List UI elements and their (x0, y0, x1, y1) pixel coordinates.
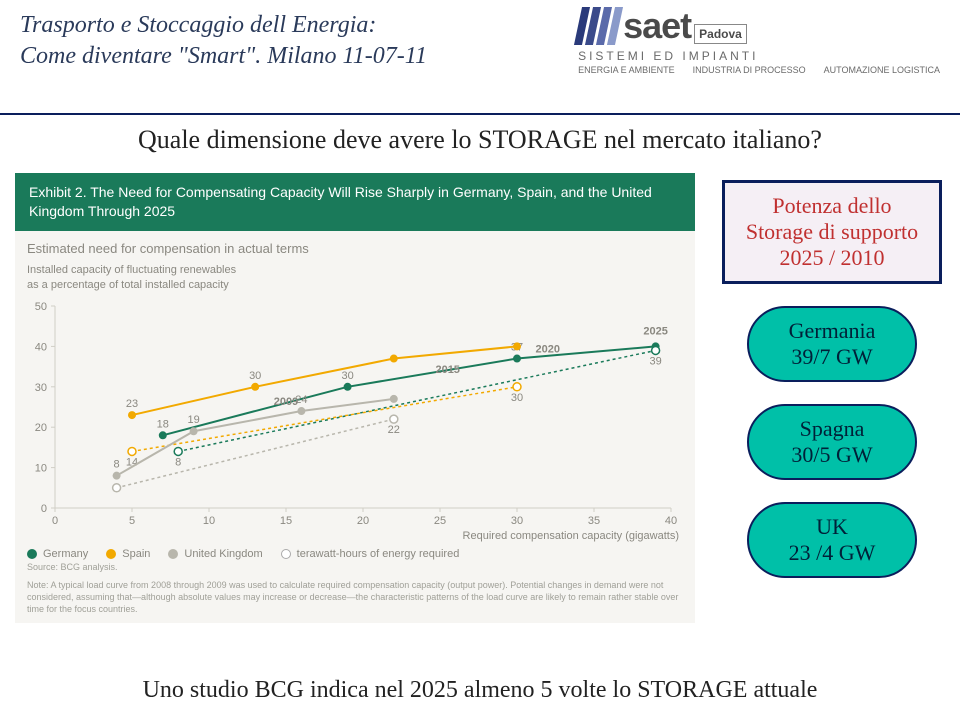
legend-label: Germany (43, 548, 88, 560)
exhibit-panel: Exhibit 2. The Need for Compensating Cap… (15, 173, 695, 623)
logo-suffix: Padova (694, 24, 747, 44)
title-block: Trasporto e Stoccaggio dell Energia: Com… (20, 10, 427, 72)
main-area: Exhibit 2. The Need for Compensating Cap… (0, 155, 960, 685)
svg-text:8: 8 (114, 459, 120, 471)
question-text: Quale dimensione deve avere lo STORAGE n… (0, 125, 960, 155)
svg-text:23: 23 (126, 398, 138, 410)
footer-text: Uno studio BCG indica nel 2025 almeno 5 … (0, 677, 960, 704)
svg-text:18: 18 (157, 418, 169, 430)
legend-dot-icon (168, 549, 178, 559)
legend-item: Spain (106, 548, 150, 560)
pill-country: Germania (769, 318, 895, 344)
svg-text:50: 50 (35, 301, 47, 313)
slide-header: Trasporto e Stoccaggio dell Energia: Com… (0, 0, 960, 115)
legend-item: United Kingdom (168, 548, 262, 560)
country-pill: Germania39/7 GW (747, 306, 917, 382)
svg-text:39: 39 (649, 356, 661, 368)
svg-text:5: 5 (129, 515, 135, 527)
exhibit-xlabel: Required compensation capacity (gigawatt… (27, 530, 679, 542)
legend-dot-icon (106, 549, 116, 559)
svg-text:20: 20 (35, 422, 47, 434)
svg-text:19: 19 (187, 414, 199, 426)
svg-text:10: 10 (35, 463, 47, 475)
chart-svg: 0102030405005101520253035401830378392330… (27, 298, 683, 528)
legend-label: United Kingdom (184, 548, 262, 560)
svg-text:8: 8 (175, 457, 181, 469)
svg-text:2015: 2015 (435, 364, 459, 376)
pill-value: 39/7 GW (769, 344, 895, 370)
exhibit-source: Source: BCG analysis. (27, 562, 683, 572)
legend-item: Germany (27, 548, 88, 560)
logo-subtag: AUTOMAZIONE LOGISTICA (824, 65, 940, 75)
pill-country: Spagna (769, 416, 895, 442)
svg-text:20: 20 (357, 515, 369, 527)
logo: saet Padova SISTEMI ED IMPIANTI ENERGIA … (578, 5, 940, 75)
legend-circle-icon (281, 549, 291, 559)
svg-text:2020: 2020 (536, 344, 560, 356)
svg-text:15: 15 (280, 515, 292, 527)
exhibit-title: Exhibit 2. The Need for Compensating Cap… (15, 173, 695, 231)
legend-label: Spain (122, 548, 150, 560)
svg-text:30: 30 (511, 515, 523, 527)
svg-text:40: 40 (35, 342, 47, 354)
logo-subtags: ENERGIA E AMBIENTE INDUSTRIA DI PROCESSO A… (578, 65, 940, 75)
side-column: Potenza dello Storage di supporto 2025 /… (722, 180, 942, 578)
info-box: Potenza dello Storage di supporto 2025 /… (722, 180, 942, 284)
svg-text:2025: 2025 (643, 326, 667, 338)
svg-text:30: 30 (35, 382, 47, 394)
svg-text:10: 10 (203, 515, 215, 527)
svg-text:0: 0 (41, 503, 47, 515)
logo-bars (578, 7, 619, 45)
svg-text:30: 30 (511, 392, 523, 404)
legend-item: terawatt-hours of energy required (281, 548, 460, 560)
svg-text:25: 25 (434, 515, 446, 527)
info-ratio: 2025 / 2010 (739, 245, 925, 271)
svg-text:35: 35 (588, 515, 600, 527)
exhibit-subtitle: Estimated need for compensation in actua… (27, 241, 683, 256)
logo-subtag: ENERGIA E AMBIENTE (578, 65, 675, 75)
svg-text:22: 22 (388, 424, 400, 436)
svg-text:2009: 2009 (274, 396, 298, 408)
svg-text:30: 30 (341, 370, 353, 382)
svg-text:30: 30 (249, 370, 261, 382)
country-pill: Spagna30/5 GW (747, 404, 917, 480)
pill-country: UK (769, 514, 895, 540)
title-line-1: Trasporto e Stoccaggio dell Energia: (20, 10, 427, 41)
title-line-2: Come diventare "Smart". Milano 11-07-11 (20, 41, 427, 72)
svg-text:0: 0 (52, 515, 58, 527)
logo-name: saet (623, 5, 691, 47)
logo-subtag: INDUSTRIA DI PROCESSO (693, 65, 806, 75)
logo-tagline: SISTEMI ED IMPIANTI (578, 49, 940, 63)
exhibit-body: Estimated need for compensation in actua… (15, 231, 695, 623)
exhibit-note: Note: A typical load curve from 2008 thr… (27, 580, 683, 615)
exhibit-ylabel-1: Installed capacity of fluctuating renewa… (27, 264, 683, 277)
chart: 0102030405005101520253035401830378392330… (27, 298, 683, 528)
pill-value: 30/5 GW (769, 442, 895, 468)
pill-value: 23 /4 GW (769, 540, 895, 566)
info-title: Potenza dello Storage di supporto (739, 193, 925, 245)
legend: Germany Spain United Kingdom terawatt-hours… (27, 548, 683, 560)
svg-text:40: 40 (665, 515, 677, 527)
legend-dot-icon (27, 549, 37, 559)
country-pill: UK23 /4 GW (747, 502, 917, 578)
legend-label: terawatt-hours of energy required (297, 548, 460, 560)
exhibit-ylabel-2: as a percentage of total installed capac… (27, 279, 683, 292)
